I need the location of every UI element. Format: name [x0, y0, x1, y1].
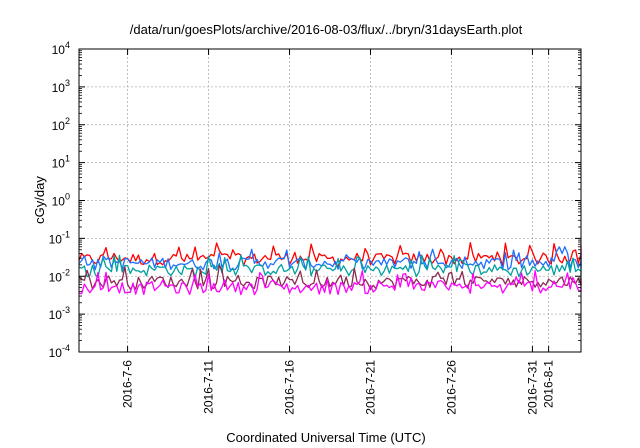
x-tick-label: 2016-7-31	[525, 360, 539, 415]
y-tick-label: 104	[52, 40, 70, 57]
x-tick-label: 2016-7-6	[121, 360, 135, 408]
series-layer	[78, 242, 582, 296]
y-tick-label: 102	[52, 116, 70, 133]
series-line	[78, 254, 582, 279]
y-tick-label: 100	[52, 192, 70, 209]
y-tick-label: 10-2	[49, 267, 70, 284]
y-tick-label: 10-4	[49, 343, 70, 360]
y-tick-label: 10-1	[49, 229, 70, 246]
grid	[79, 49, 581, 352]
y-tick-label: 10-3	[49, 305, 70, 322]
plot-frame	[78, 48, 582, 353]
y-tick-label: 101	[52, 154, 70, 171]
series-line	[78, 264, 582, 290]
ticks: 10-4 10-3 10-2 10-1 100 101 102 103 104 2016-7-6 2…	[49, 40, 581, 415]
x-tick-label: 2016-7-16	[283, 360, 297, 415]
x-tick-label: 2016-8-1	[542, 360, 556, 408]
x-tick-label: 2016-7-26	[444, 360, 458, 415]
x-axis-label: Coordinated Universal Time (UTC)	[226, 430, 425, 445]
chart-title: /data/run/goesPlots/archive/2016-08-03/f…	[130, 22, 523, 37]
series-line	[78, 270, 582, 296]
x-tick-label: 2016-7-11	[202, 360, 216, 414]
y-tick-label: 103	[52, 78, 70, 95]
x-tick-label: 2016-7-21	[363, 360, 377, 415]
y-axis-label: cGy/day	[32, 176, 47, 224]
